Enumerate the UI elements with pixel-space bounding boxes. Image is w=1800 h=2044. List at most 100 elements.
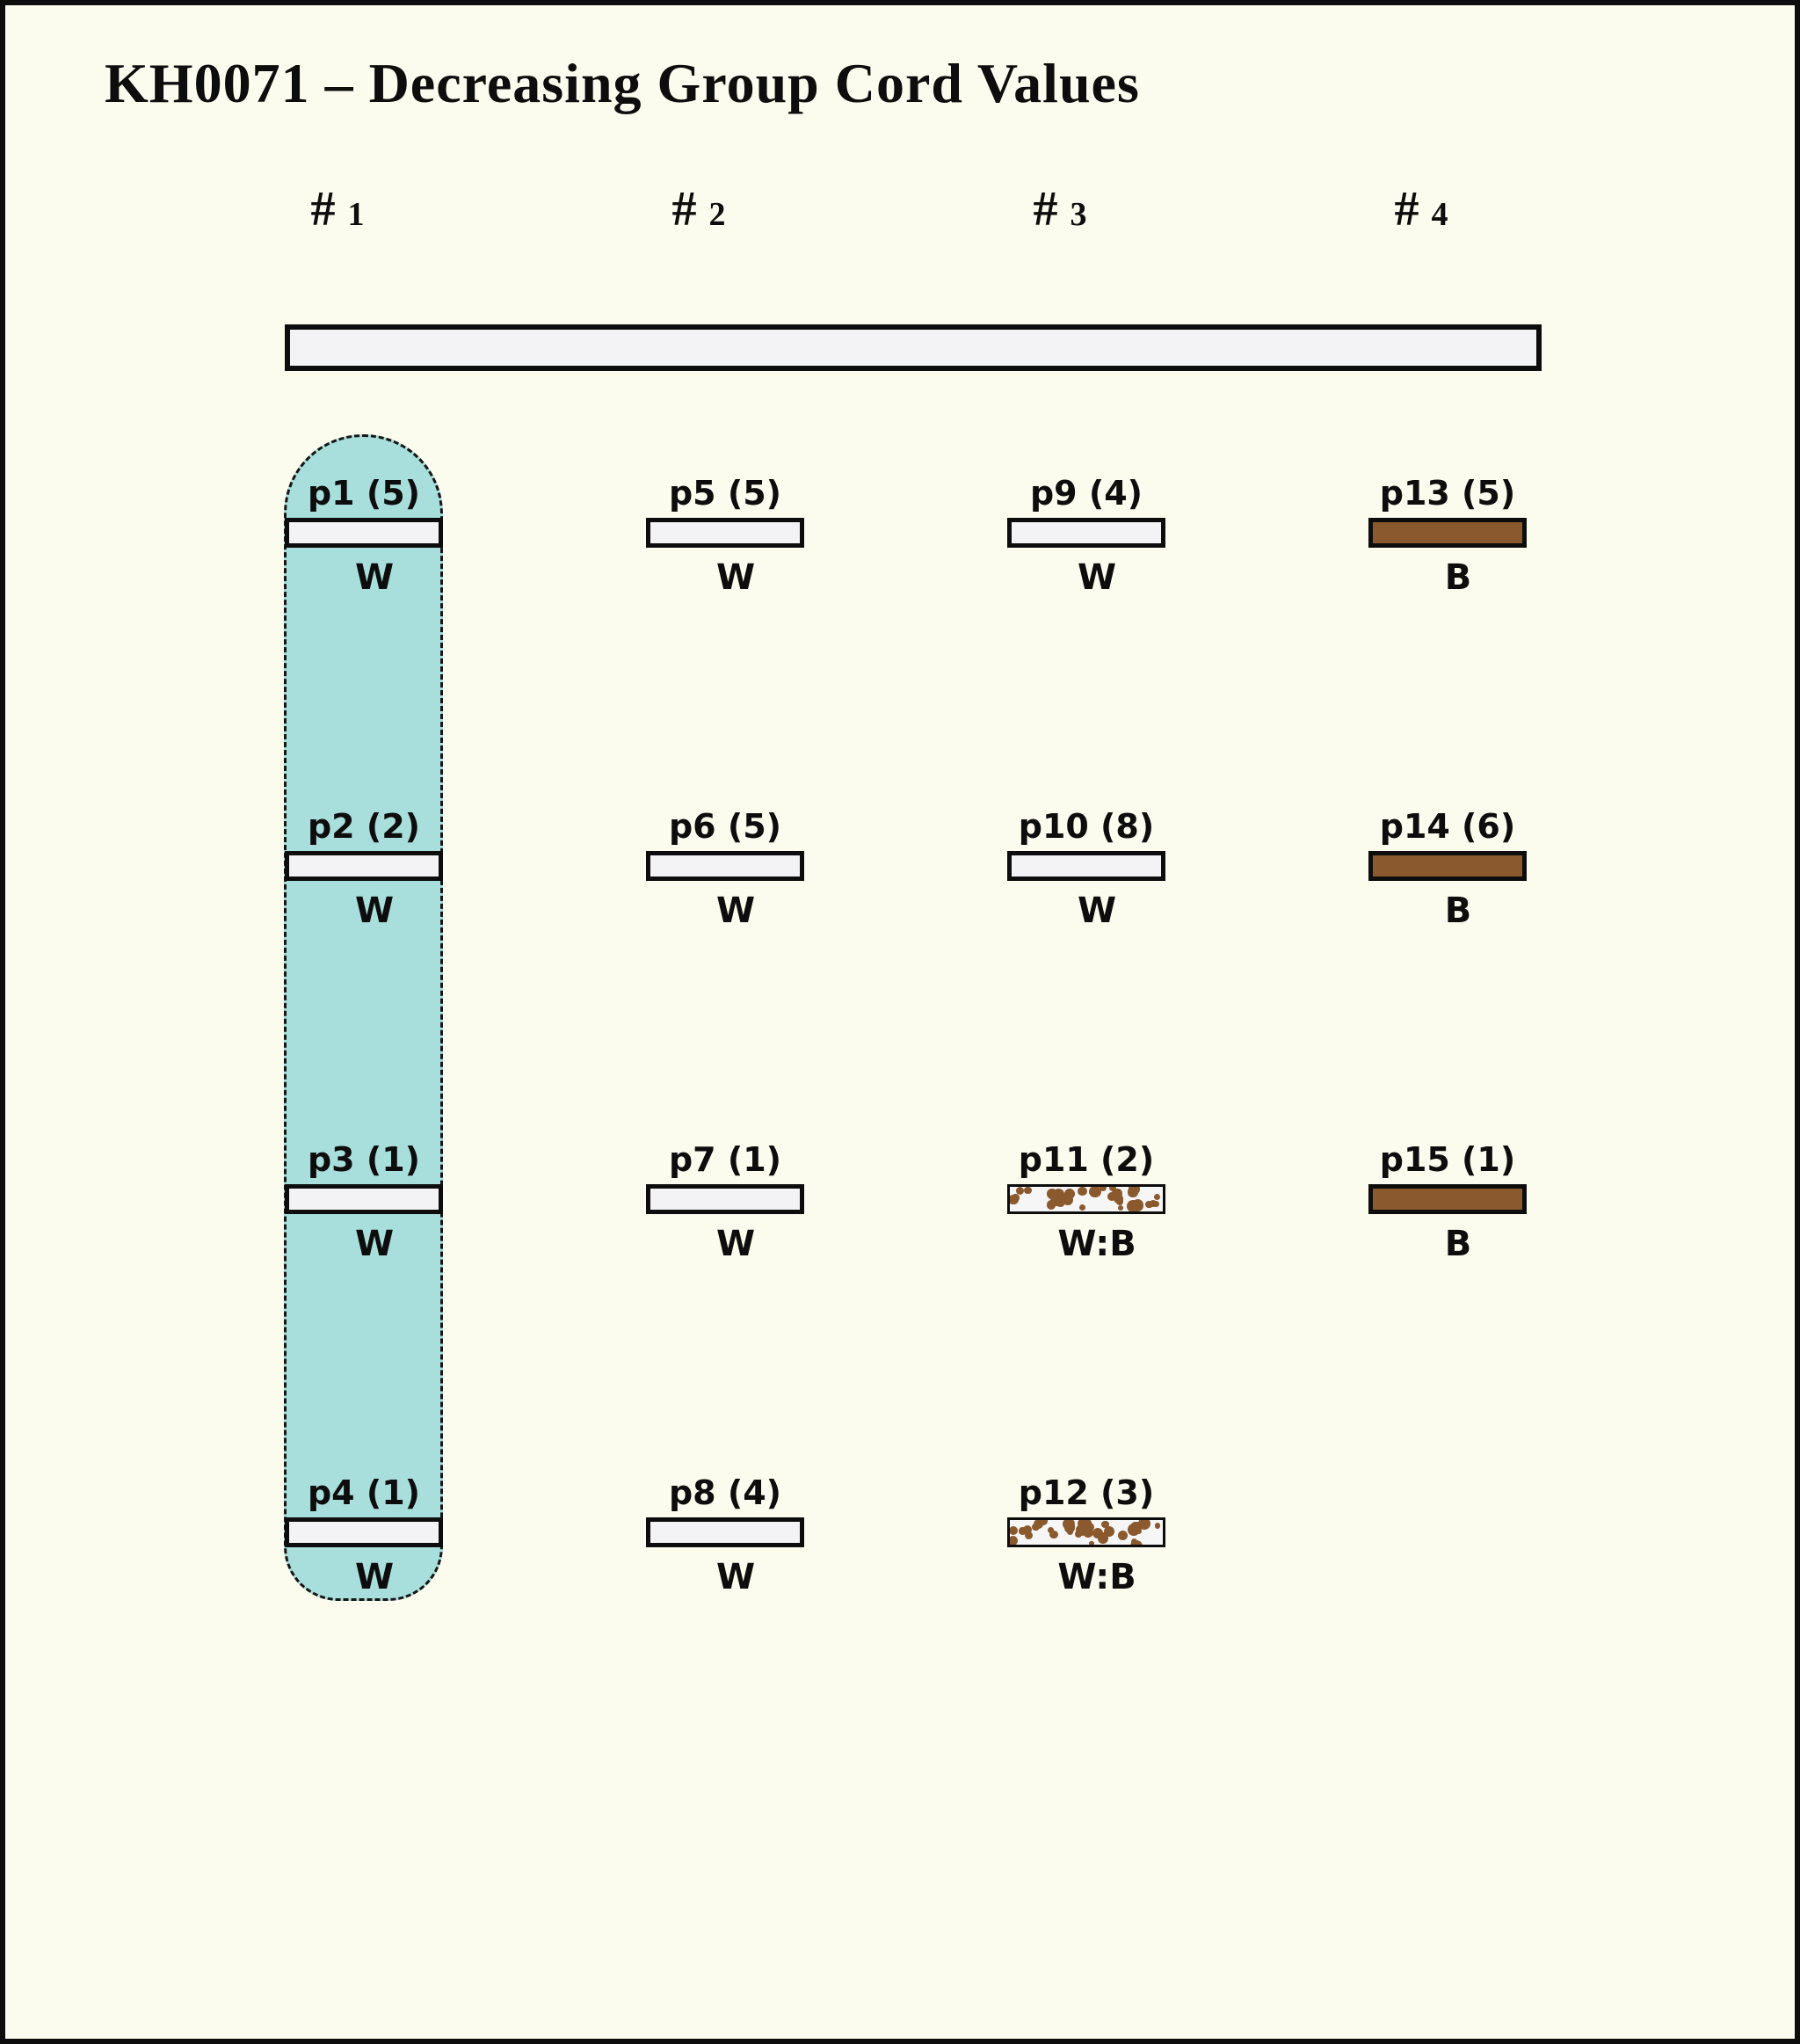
cord-bar <box>1368 1184 1527 1214</box>
cord-bar <box>285 851 443 881</box>
hash-symbol: # <box>1033 182 1058 236</box>
cord-bar <box>1007 1184 1165 1214</box>
cord-code: B <box>1444 891 1472 931</box>
speckle-dot <box>1079 1520 1092 1531</box>
speckle-dot <box>1046 1200 1056 1210</box>
cord-label: p5 (5) <box>668 474 782 513</box>
speckle-dot <box>1153 1193 1161 1201</box>
speckle-dot <box>1047 1189 1057 1199</box>
speckle-dot <box>1032 1524 1040 1531</box>
speckle-dot <box>1049 1530 1058 1539</box>
cord-code: W <box>1077 891 1117 931</box>
speckle-dot <box>1047 1526 1055 1534</box>
hash-symbol: # <box>1394 182 1419 236</box>
speckle-dot <box>1078 1204 1086 1211</box>
cord-code: W <box>1077 557 1117 598</box>
column-header: #2 <box>593 181 804 243</box>
speckle-dot <box>1063 1520 1075 1530</box>
cord-code: W <box>354 557 395 598</box>
cord-bar <box>646 851 804 881</box>
cord-code: W <box>715 557 756 598</box>
group-highlight <box>284 434 443 1601</box>
cord-code: W <box>354 1224 395 1264</box>
cord-label: p7 (1) <box>668 1140 782 1179</box>
speckle-dot <box>1010 1525 1019 1536</box>
speckle-dot <box>1117 1530 1128 1540</box>
speckle-dot <box>1129 1187 1140 1195</box>
speckle-dot <box>1092 1528 1104 1539</box>
cord-code: W:B <box>1057 1224 1136 1264</box>
speckle-dot <box>1152 1200 1159 1208</box>
speckle-dot <box>1099 1187 1107 1191</box>
speckle-dot <box>1089 1540 1094 1545</box>
cord-label: p2 (2) <box>307 807 421 846</box>
cord-bar <box>646 1517 804 1547</box>
speckle-dot <box>1127 1200 1140 1211</box>
cord-label: p3 (1) <box>307 1140 421 1179</box>
cord-label: p12 (3) <box>1018 1473 1155 1512</box>
speckle-dot <box>1010 1538 1012 1545</box>
speckle-dot <box>1107 1191 1116 1201</box>
cord-bar <box>646 518 804 548</box>
cord-bar <box>285 518 443 548</box>
column-header: #4 <box>1316 181 1527 243</box>
speckle-dot <box>1039 1520 1048 1525</box>
speckle-dot <box>1114 1194 1124 1204</box>
cord-bar <box>1368 851 1527 881</box>
speckle-dot <box>1023 1187 1032 1195</box>
cord-bar <box>285 1184 443 1214</box>
cord-label: p14 (6) <box>1379 807 1516 846</box>
speckle-dot <box>1145 1201 1153 1209</box>
speckle-dot <box>1019 1527 1027 1535</box>
cord-label: p9 (4) <box>1029 474 1143 513</box>
speckle-dot <box>1074 1530 1083 1538</box>
speckle-dot <box>1083 1526 1094 1538</box>
cord-label: p8 (4) <box>668 1473 782 1512</box>
top-cord-bar <box>285 324 1542 371</box>
cord-bar <box>1007 1517 1165 1547</box>
column-number: 4 <box>1431 196 1448 233</box>
cord-code: W <box>354 891 395 931</box>
cord-label: p6 (5) <box>668 807 782 846</box>
cord-bar <box>646 1184 804 1214</box>
speckle-dot <box>1064 1189 1075 1200</box>
cord-label: p15 (1) <box>1379 1140 1516 1179</box>
cord-label: p11 (2) <box>1018 1140 1155 1179</box>
speckle-dot <box>1010 1536 1018 1545</box>
cord-code: W <box>715 1224 756 1264</box>
cord-bar <box>1368 518 1527 548</box>
speckle-dot <box>1131 1538 1138 1545</box>
cord-label: p13 (5) <box>1379 474 1516 513</box>
speckle-dot <box>1133 1526 1142 1534</box>
column-number: 2 <box>708 196 726 233</box>
column-number: 3 <box>1070 196 1087 233</box>
hash-symbol: # <box>671 182 697 236</box>
cord-label: p1 (5) <box>307 474 421 513</box>
cord-code: W <box>715 891 756 931</box>
cord-code: B <box>1444 557 1472 598</box>
cord-code: B <box>1444 1224 1472 1264</box>
cord-code: W <box>354 1557 395 1597</box>
cord-label: p10 (8) <box>1018 807 1155 846</box>
column-header: #3 <box>954 181 1165 243</box>
speckle-dot <box>1015 1187 1025 1196</box>
speckle-dot <box>1154 1523 1160 1529</box>
speckle-dot <box>1101 1521 1109 1529</box>
cord-bar <box>285 1517 443 1547</box>
page-title: KH0071 – Decreasing Group Cord Values <box>105 52 1140 114</box>
speckle-dot <box>1137 1520 1150 1531</box>
cord-bar <box>1007 518 1165 548</box>
speckle-dot <box>1089 1187 1101 1198</box>
speckle-dot <box>1078 1187 1087 1197</box>
cord-label: p4 (1) <box>307 1473 421 1512</box>
cord-code: W <box>715 1557 756 1597</box>
speckle-dot <box>1012 1194 1020 1202</box>
cord-bar <box>1007 851 1165 881</box>
speckle-dot <box>1022 1524 1032 1534</box>
speckle-dot <box>1108 1187 1117 1192</box>
cord-code: W:B <box>1057 1557 1136 1597</box>
hash-symbol: # <box>310 182 336 236</box>
column-number: 1 <box>347 196 365 233</box>
speckle-dot <box>1117 1204 1124 1211</box>
